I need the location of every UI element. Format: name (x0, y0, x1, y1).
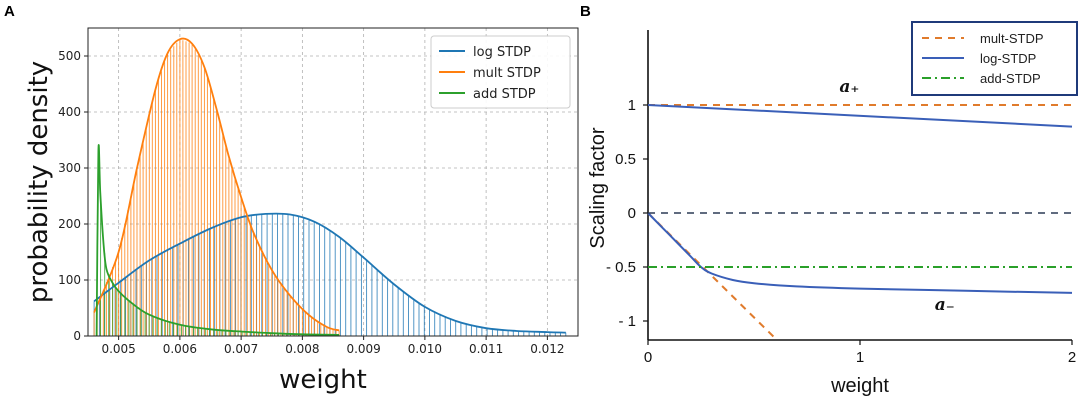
x-tick-label: 0.008 (285, 342, 319, 356)
panel-label-b: B (580, 3, 591, 20)
y-tick-label: 300 (58, 161, 81, 175)
annotation-a-minus: a₋ (935, 295, 955, 315)
bars-add-stdp (100, 198, 340, 336)
y-tick-label: 0 (73, 329, 81, 343)
x-axis-label: weight (830, 375, 889, 397)
y-tick-label: 0.5 (615, 151, 636, 168)
x-tick-label: 2 (1068, 349, 1076, 366)
legend: mult-STDP log-STDP add-STDP (911, 21, 1078, 96)
curve-log-stdp (93, 212, 566, 334)
plot-frame (87, 27, 579, 337)
legend-label: log-STDP (980, 51, 1036, 66)
line-log-stdp-minus (647, 212, 1073, 294)
x-tick-label: 0.005 (101, 342, 135, 356)
x-tick-label: 0.007 (224, 342, 258, 356)
legend-box (430, 35, 571, 109)
legend-label: add STDP (473, 87, 536, 102)
legend-label: add-STDP (980, 71, 1041, 86)
x-tick-label: 0.010 (408, 342, 442, 356)
chart-a: 0.005 0.006 0.007 0.008 0.009 0.010 0.011 0.012… (24, 27, 579, 395)
y-axis-label: Scaling factor (587, 127, 609, 249)
x-tick-label: 0.011 (469, 342, 503, 356)
y-tick-label: - 1 (618, 313, 636, 330)
annotation-a-plus: a₊ (839, 77, 859, 97)
legend: log STDP mult STDP add STDP (430, 35, 571, 109)
x-tick-label: 1 (856, 349, 864, 366)
y-axis-label: probability density (24, 61, 54, 303)
y-tick-label: - 0.5 (606, 259, 636, 276)
line-log-stdp-plus (647, 104, 1073, 128)
curve-mult-stdp (93, 37, 340, 332)
y-tick-label: 200 (58, 217, 81, 231)
panel-label-a: A (4, 3, 15, 20)
x-tick-label: 0.009 (346, 342, 380, 356)
y-tick-label: 1 (628, 97, 636, 114)
y-tick-label: 500 (58, 49, 81, 63)
y-tick-label: 0 (628, 205, 636, 222)
y-tick-label: 100 (58, 273, 81, 287)
legend-label: mult STDP (473, 66, 541, 81)
chart-b: 1 0.5 0 - 0.5 - 1 0 1 2 weight Scaling factor a₊ a₋… (587, 21, 1078, 397)
x-tick-label: 0.012 (530, 342, 564, 356)
legend-label: log STDP (473, 45, 531, 60)
y-tick-label: 400 (58, 105, 81, 119)
x-axis-label: weight (279, 365, 367, 395)
x-tick-label: 0.006 (163, 342, 197, 356)
legend-label: mult-STDP (980, 31, 1044, 46)
curve-add-stdp (95, 144, 340, 337)
x-tick-label: 0 (644, 349, 652, 366)
